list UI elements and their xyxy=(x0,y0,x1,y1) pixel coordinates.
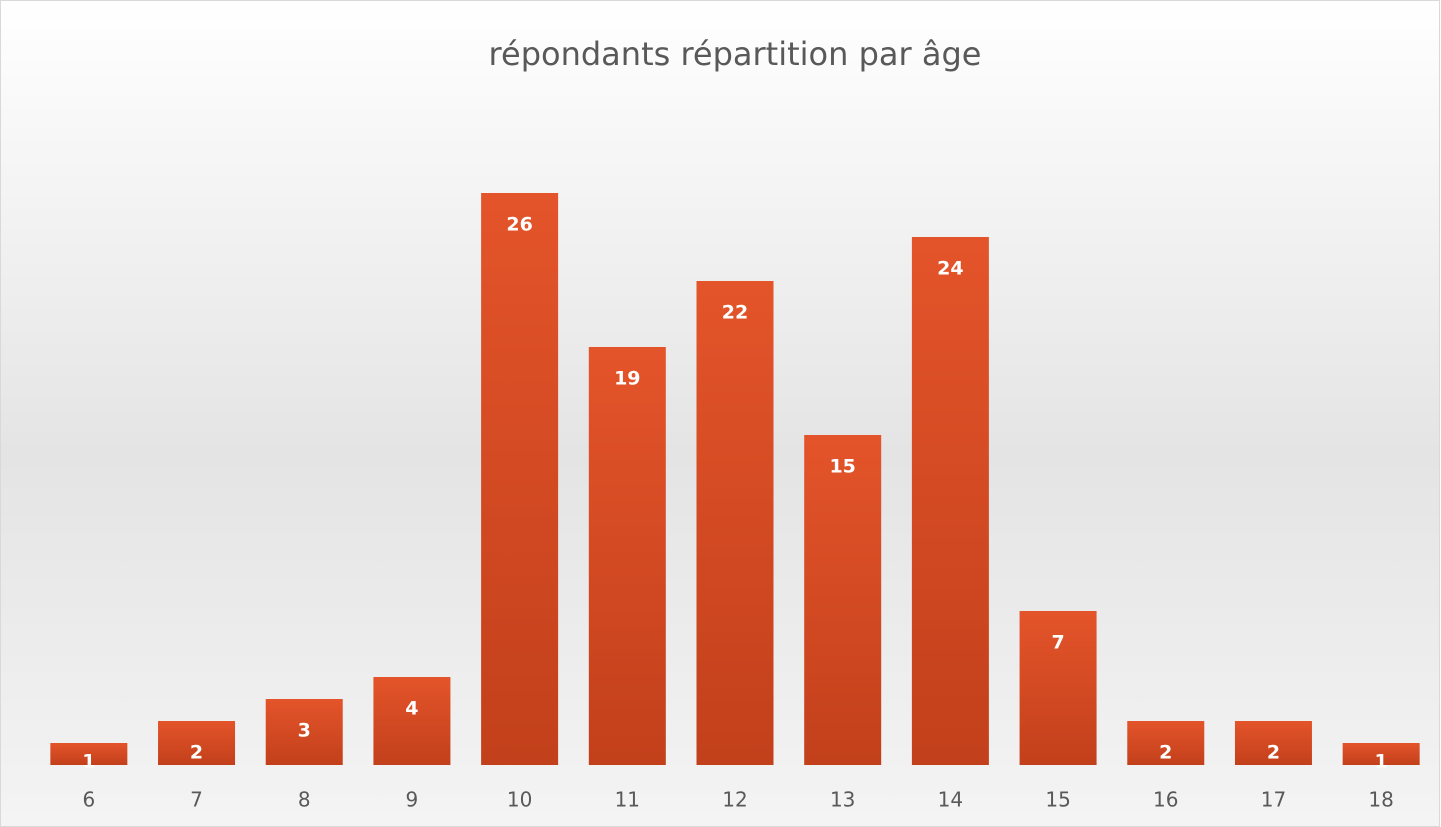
x-tick-label: 8 xyxy=(298,788,311,812)
data-label: 19 xyxy=(614,368,640,390)
bar xyxy=(1234,721,1312,765)
bar xyxy=(696,281,774,765)
data-label: 1 xyxy=(82,751,95,773)
bar xyxy=(158,721,236,765)
x-tick-label: 6 xyxy=(82,788,95,812)
chart-title: répondants répartition par âge xyxy=(489,35,982,73)
bar xyxy=(1342,743,1420,765)
x-tick-label: 13 xyxy=(830,788,855,812)
data-label: 2 xyxy=(1159,742,1172,764)
bar xyxy=(481,193,559,765)
bar xyxy=(50,743,128,765)
x-tick-label: 7 xyxy=(190,788,203,812)
data-label: 2 xyxy=(1267,742,1280,764)
x-tick-label: 18 xyxy=(1368,788,1393,812)
data-label: 22 xyxy=(722,302,748,324)
x-tick-label: 10 xyxy=(507,788,532,812)
x-tick-label: 9 xyxy=(406,788,419,812)
data-label: 15 xyxy=(829,456,855,478)
data-label: 7 xyxy=(1051,632,1064,654)
x-tick-label: 17 xyxy=(1261,788,1286,812)
bar xyxy=(1019,611,1097,765)
bar xyxy=(265,699,343,765)
x-tick-label: 16 xyxy=(1153,788,1178,812)
x-tick-label: 12 xyxy=(722,788,747,812)
data-label: 4 xyxy=(405,698,418,720)
bar xyxy=(373,677,451,765)
bar xyxy=(1127,721,1205,765)
x-tick-label: 11 xyxy=(615,788,640,812)
bar xyxy=(804,435,882,765)
data-label: 3 xyxy=(298,720,311,742)
bar xyxy=(911,237,989,765)
x-tick-label: 15 xyxy=(1045,788,1070,812)
data-label: 26 xyxy=(506,214,532,236)
bar xyxy=(588,347,666,765)
x-tick-label: 14 xyxy=(938,788,963,812)
data-label: 2 xyxy=(190,742,203,764)
data-label: 1 xyxy=(1375,751,1388,773)
data-label: 24 xyxy=(937,258,963,280)
